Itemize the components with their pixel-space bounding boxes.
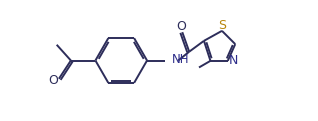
Text: N: N bbox=[229, 54, 238, 67]
Text: NH: NH bbox=[172, 53, 190, 66]
Text: O: O bbox=[48, 74, 58, 87]
Text: S: S bbox=[218, 19, 227, 32]
Text: O: O bbox=[176, 20, 186, 33]
